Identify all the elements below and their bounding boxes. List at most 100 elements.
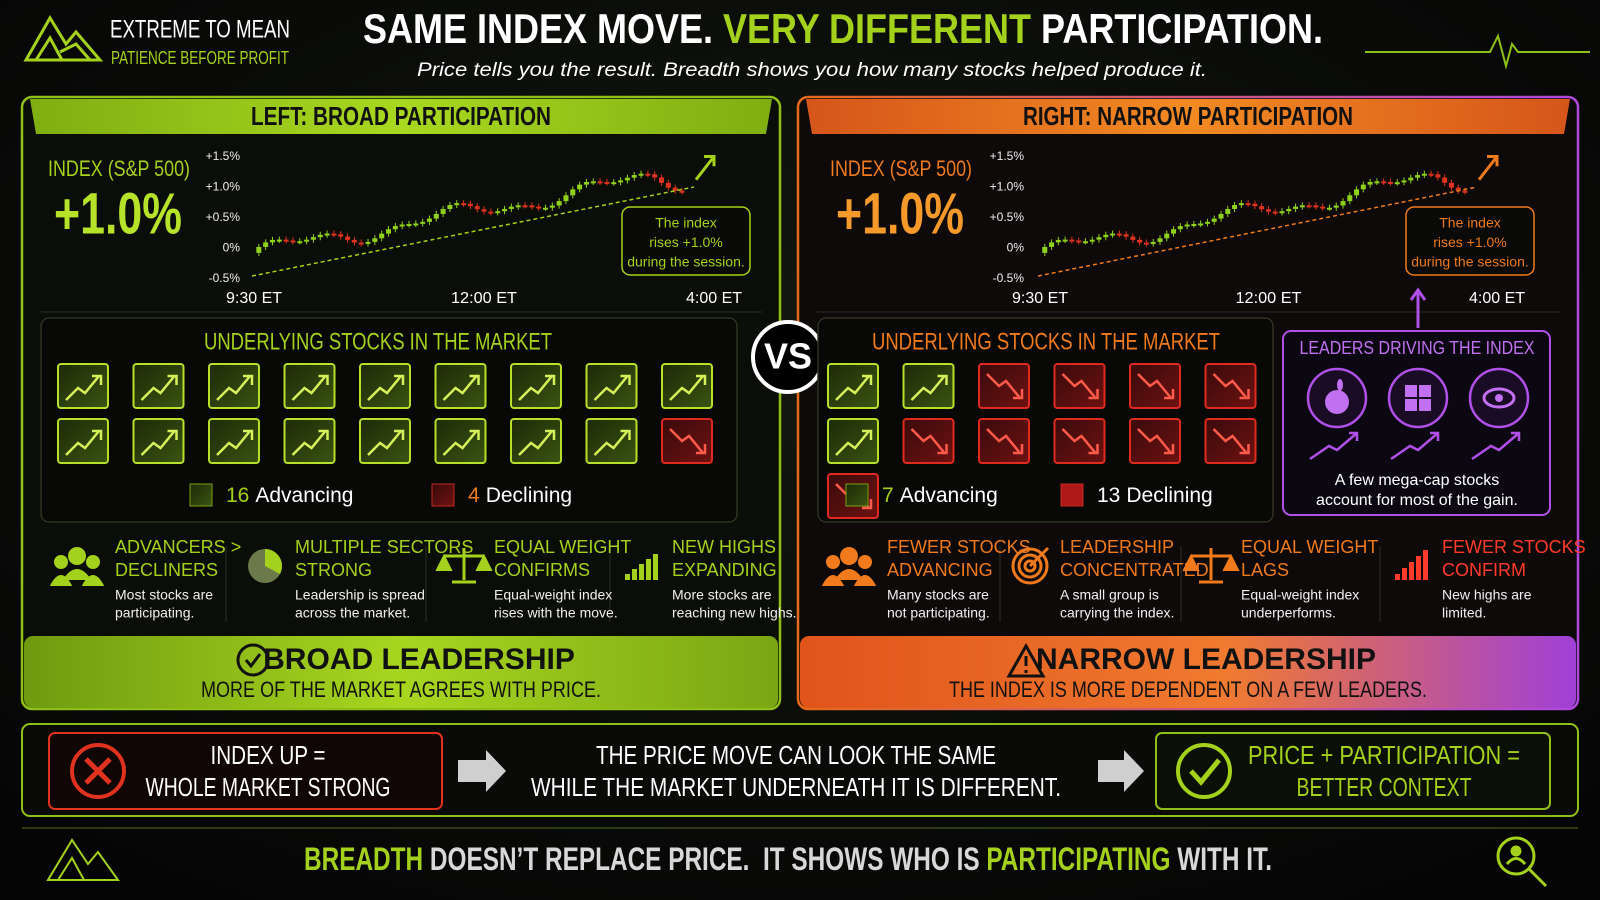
arrow xyxy=(458,750,506,792)
candle-body xyxy=(583,181,589,185)
candle-body xyxy=(269,239,275,243)
candle-body xyxy=(1171,229,1177,234)
signal-icon xyxy=(248,549,282,583)
candle-body xyxy=(1049,242,1055,247)
leaders-arrow xyxy=(1409,287,1427,328)
tile-arrowhead xyxy=(545,374,556,385)
icon-part xyxy=(435,553,493,571)
signal-text: across the market. xyxy=(295,605,410,621)
icon-part xyxy=(54,555,68,569)
candle-body xyxy=(386,229,392,234)
signal-icon xyxy=(1395,550,1428,580)
tile-arrowhead xyxy=(937,444,948,455)
callout-box xyxy=(1405,206,1535,276)
tile-arrow xyxy=(65,375,100,401)
y-axis-label: -0.5% xyxy=(993,271,1025,285)
tile-arrow xyxy=(835,375,870,401)
candle-body xyxy=(515,205,521,208)
candle-body xyxy=(1265,209,1271,212)
tile-box xyxy=(978,418,1030,464)
candle-body xyxy=(563,195,569,202)
truth-box xyxy=(1155,732,1551,810)
candle-body xyxy=(1394,182,1400,185)
tile-box xyxy=(132,363,185,409)
signal-title: ADVANCING xyxy=(887,560,993,580)
tile-box xyxy=(57,363,109,409)
legend-label: Declining xyxy=(1126,484,1212,507)
y-axis-label: +1.5% xyxy=(206,149,241,163)
subtitle: Price tells you the result. Breadth show… xyxy=(417,60,1207,81)
candle-body xyxy=(638,173,644,176)
candle-body xyxy=(481,209,487,212)
tile-box xyxy=(585,363,638,409)
candle-body xyxy=(365,241,371,244)
candle-body xyxy=(1401,180,1407,183)
candle-body xyxy=(1177,226,1183,230)
logo-mark xyxy=(1405,399,1417,411)
tile-arrow xyxy=(367,375,402,401)
verdict-icon xyxy=(236,643,270,677)
candle-body xyxy=(1245,203,1251,206)
tile-arrowhead xyxy=(1013,389,1024,400)
tile-arrowhead xyxy=(469,429,480,440)
candle-body xyxy=(542,207,548,210)
stocks-heading: UNDERLYING STOCKS IN THE MARKET xyxy=(204,328,552,355)
candle-body xyxy=(1415,175,1421,178)
candle-body xyxy=(1191,224,1197,227)
tile-arrow xyxy=(1212,428,1248,454)
candle-body xyxy=(488,211,494,214)
myth-text: INDEX UP = xyxy=(211,740,326,770)
stock-tile xyxy=(978,418,1030,464)
signal-title: MULTIPLE SECTORS xyxy=(295,537,473,557)
logo-mark xyxy=(1482,387,1516,409)
signal-title: CONCENTRATED xyxy=(1060,560,1209,580)
tile-arrow xyxy=(291,430,327,456)
candle-body xyxy=(1326,207,1332,210)
candle-body xyxy=(1354,189,1360,196)
candle-body xyxy=(338,234,344,237)
candle-body xyxy=(263,242,269,247)
tile-box xyxy=(132,418,185,464)
candle-body xyxy=(454,203,460,206)
tile-arrowhead xyxy=(696,444,707,455)
legend-count: 4 xyxy=(468,484,480,507)
stock-tile xyxy=(978,363,1030,409)
callout-text: rises +1.0% xyxy=(1433,234,1507,250)
candle-body xyxy=(529,205,535,208)
tile-arrowhead xyxy=(318,429,329,440)
legend-swatch xyxy=(1060,483,1084,507)
candle-body xyxy=(652,174,658,178)
candle-body xyxy=(508,206,514,209)
truth-text: BETTER CONTEXT xyxy=(1297,772,1472,802)
signal-text: not participating. xyxy=(887,605,990,621)
candle-body xyxy=(1130,236,1136,240)
signal-title: EQUAL WEIGHT xyxy=(1241,537,1378,557)
tile-arrow xyxy=(291,375,327,401)
candle-body xyxy=(1110,233,1116,236)
signal-title: FEWER STOCKS xyxy=(1442,537,1586,557)
tile-arrow xyxy=(986,373,1021,399)
signal-text: carrying the index. xyxy=(1060,605,1174,621)
stock-tile xyxy=(283,418,336,464)
tile-arrow xyxy=(593,375,629,401)
panel-heading: LEFT: BROAD PARTICIPATION xyxy=(251,101,551,131)
candle-body xyxy=(1103,234,1109,238)
footer-logo xyxy=(46,838,120,881)
legend-count: 13 xyxy=(1097,484,1120,507)
candle-body xyxy=(256,246,262,253)
arrow xyxy=(1098,750,1144,792)
icon-part xyxy=(1182,553,1240,571)
search-icon xyxy=(1496,836,1548,888)
logo-mark xyxy=(1405,385,1417,397)
candle-body xyxy=(1123,234,1129,237)
icon-part xyxy=(86,555,100,569)
signal-text: A small group is xyxy=(1060,587,1159,603)
candle-body xyxy=(1076,240,1082,243)
tile-arrow xyxy=(518,430,553,456)
stock-tile xyxy=(359,418,411,464)
tile-box xyxy=(1204,418,1257,464)
tile-arrow xyxy=(442,375,478,401)
tile-box xyxy=(827,418,879,464)
tile-arrowhead xyxy=(620,429,631,440)
